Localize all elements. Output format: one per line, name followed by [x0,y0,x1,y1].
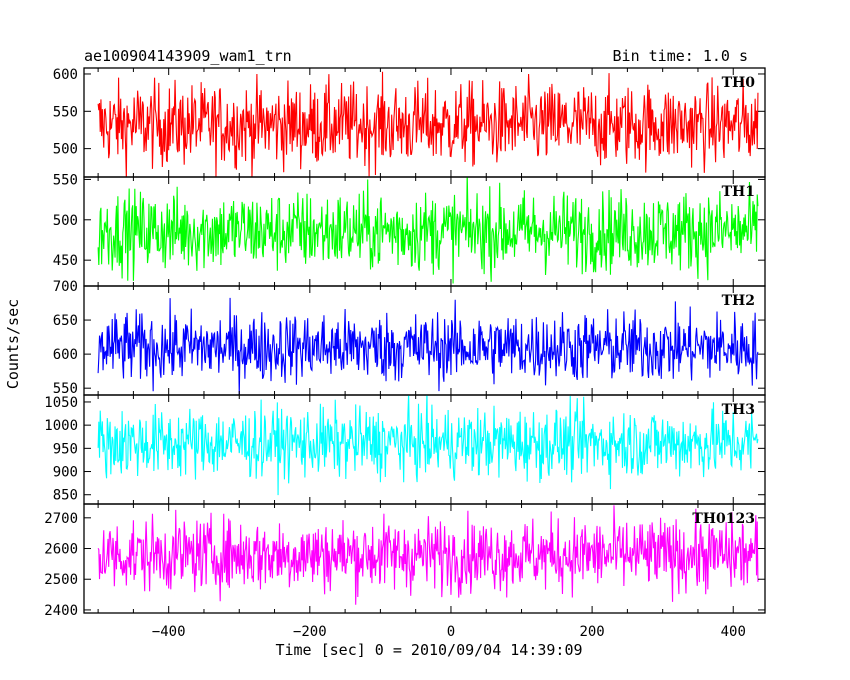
y-tick-label: 900 [53,465,78,481]
y-tick-label: 1000 [44,418,78,434]
y-tick-label: 950 [53,441,78,457]
series-line-th2 [97,297,759,395]
y-tick-label: 600 [53,347,78,363]
series-label: TH0 [722,75,756,91]
y-tick-label: 1050 [44,395,78,411]
y-tick-label: 500 [53,213,78,229]
series-line-th1 [97,177,759,284]
x-tick-label: 400 [721,624,746,640]
x-tick-label: −400 [152,624,186,640]
y-tick-label: 550 [53,381,78,397]
y-tick-label: 850 [53,488,78,504]
chart-title: ae100904143909_wam1_trn [84,47,292,65]
y-tick-label: 550 [53,172,78,188]
x-axis: −400 −200 0 200 400 [152,624,746,640]
y-tick-label: 2700 [44,511,78,527]
panel-th0: 500 550 600 TH0 [53,67,766,178]
series-label: TH1 [722,184,755,200]
panel-frame [83,503,766,614]
y-tick-label: 500 [53,142,78,158]
plot-panels: 500 550 600 TH0 450 500 550 TH1 550 600 650 700 TH2 8… [44,67,766,619]
series-line-th0123 [97,505,759,605]
y-tick-label: 2500 [44,572,78,588]
x-axis-title: Time [sec] 0 = 2010/09/04 14:39:09 [275,641,582,659]
x-tick-label: 200 [579,624,604,640]
x-tick-label: 0 [447,624,455,640]
x-tick-label: −200 [293,624,327,640]
panel-th1: 450 500 550 TH1 [53,172,766,287]
panel-th0123: 2400 2500 2600 2700 TH0123 [44,503,766,619]
series-label: TH3 [722,402,755,418]
y-axis-title: Counts/sec [4,299,22,389]
y-tick-label: 600 [53,67,78,83]
series-label: TH0123 [692,511,755,527]
panel-th2: 550 600 650 700 TH2 [53,279,766,397]
y-tick-label: 700 [53,279,78,295]
y-tick-label: 2400 [44,603,78,619]
y-tick-label: 450 [53,253,78,269]
y-tick-label: 650 [53,313,78,329]
y-tick-label: 550 [53,104,78,120]
panel-th3: 850 900 950 1000 1050 TH3 [44,394,766,505]
y-tick-label: 2600 [44,542,78,558]
series-line-th0 [97,71,759,177]
series-line-th3 [97,395,759,496]
bin-time-label: Bin time: 1.0 s [613,47,748,65]
series-label: TH2 [722,293,755,309]
